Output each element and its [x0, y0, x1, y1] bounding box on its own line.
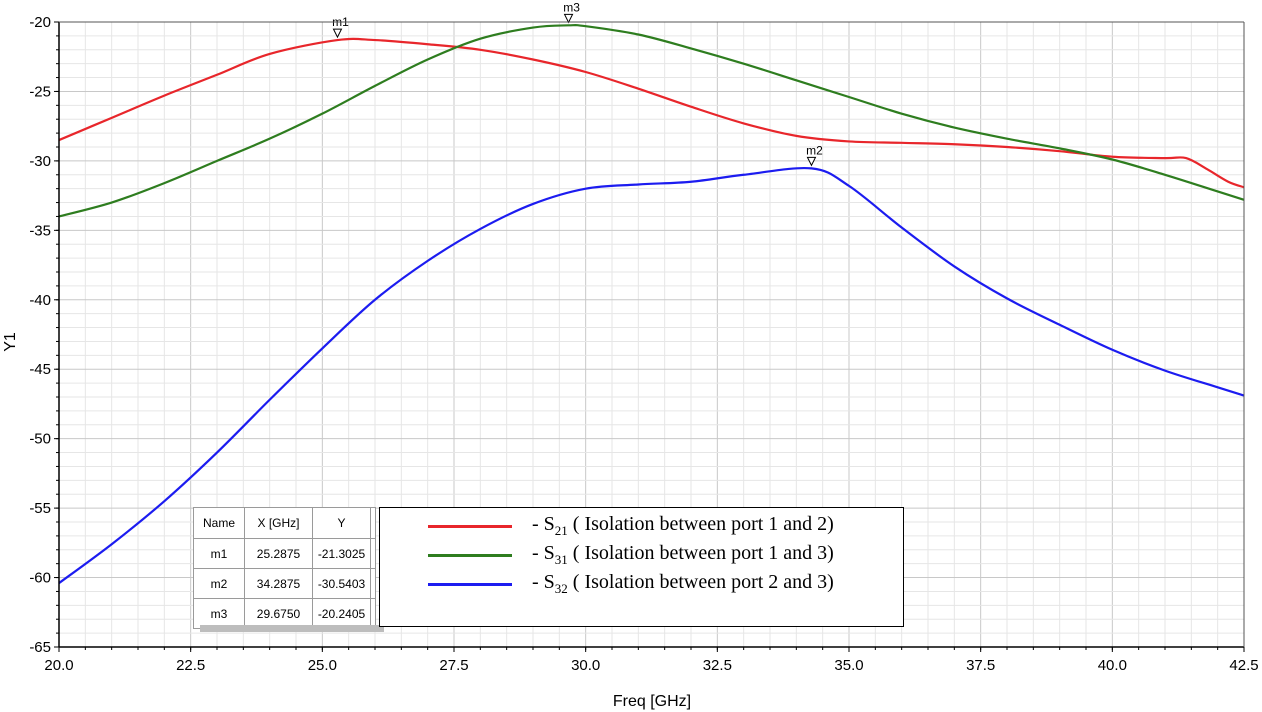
legend-label-s31: - S31 ( Isolation between port 1 and 3)	[532, 542, 834, 567]
y-tick-label: -60	[29, 570, 51, 587]
legend-swatch-s31	[428, 554, 512, 557]
legend-entry-s31: - S31 ( Isolation between port 1 and 3)	[428, 542, 898, 570]
legend-swatch-s21	[428, 525, 512, 528]
x-axis-title: Freq [GHz]	[613, 693, 691, 710]
y-tick-label: -45	[29, 361, 51, 378]
x-tick-label: 35.0	[834, 657, 863, 674]
table-row: m1 25.2875 -21.3025	[193, 538, 376, 569]
m2-marker-icon	[806, 156, 817, 167]
table-cell: -30.5403	[312, 568, 371, 599]
x-tick-label: 27.5	[439, 657, 468, 674]
legend: - S21 ( Isolation between port 1 and 2) …	[379, 507, 904, 627]
table-cell: 25.2875	[244, 538, 313, 569]
series-line-s31	[58, 23, 1245, 218]
marker-table: Name X [GHz] Y m1 25.2875 -21.3025 m2 34…	[193, 507, 376, 629]
table-cell: -21.3025	[312, 538, 371, 569]
y-tick-label: -20	[29, 14, 51, 31]
table-cell: m3	[193, 598, 245, 629]
y-tick-label: -35	[29, 222, 51, 239]
legend-label-s32: - S32 ( Isolation between port 2 and 3)	[532, 571, 834, 596]
marker-table-header-name: Name	[193, 507, 245, 539]
y-axis-title: Y1	[2, 332, 19, 352]
x-tick-label: 37.5	[966, 657, 995, 674]
legend-label-s21: - S21 ( Isolation between port 1 and 2)	[532, 513, 834, 538]
marker-table-edge	[370, 538, 376, 569]
y-tick-label: -65	[29, 639, 51, 656]
series-lines	[58, 23, 1245, 584]
y-tick-label: -25	[29, 83, 51, 100]
table-row: m3 29.6750 -20.2405	[193, 598, 376, 629]
x-tick-label: 30.0	[571, 657, 600, 674]
table-cell: 29.6750	[244, 598, 313, 629]
table-cell: m1	[193, 538, 245, 569]
x-tick-label: 32.5	[703, 657, 732, 674]
marker-table-header-y: Y	[312, 507, 371, 539]
x-tick-label: 25.0	[308, 657, 337, 674]
marker-table-edge	[370, 598, 376, 629]
axes: 20.0 22.5 25.0 27.5 30.0 32.5 35.0 37.5 40.0 42.5…	[29, 14, 1258, 674]
table-row: m2 34.2875 -30.5403	[193, 568, 376, 599]
table-cell: m2	[193, 568, 245, 599]
y-tick-label: -30	[29, 153, 51, 170]
marker-table-header: Name X [GHz] Y	[193, 507, 376, 539]
legend-entry-s32: - S32 ( Isolation between port 2 and 3)	[428, 571, 898, 599]
marker-table-edge	[370, 507, 376, 539]
y-tick-label: -55	[29, 500, 51, 517]
m3-marker-label: m3	[563, 0, 580, 14]
m3-marker-icon	[563, 13, 574, 24]
legend-entry-s21: - S21 ( Isolation between port 1 and 2)	[428, 513, 898, 541]
x-tick-label: 42.5	[1229, 657, 1258, 674]
legend-swatch-s32	[428, 583, 512, 586]
series-line-s21	[58, 37, 1245, 189]
x-tick-label: 40.0	[1098, 657, 1127, 674]
marker-table-edge	[370, 568, 376, 599]
m1-marker-icon	[332, 28, 343, 39]
series-line-s32	[58, 166, 1245, 584]
table-cell: -20.2405	[312, 598, 371, 629]
y-tick-label: -50	[29, 431, 51, 448]
x-tick-label: 20.0	[44, 657, 73, 674]
marker-table-header-x: X [GHz]	[244, 507, 313, 539]
marker-table-scrollbar[interactable]	[200, 625, 384, 632]
y-tick-label: -40	[29, 292, 51, 309]
x-tick-label: 22.5	[176, 657, 205, 674]
m2-marker-label: m2	[806, 143, 823, 157]
table-cell: 34.2875	[244, 568, 313, 599]
